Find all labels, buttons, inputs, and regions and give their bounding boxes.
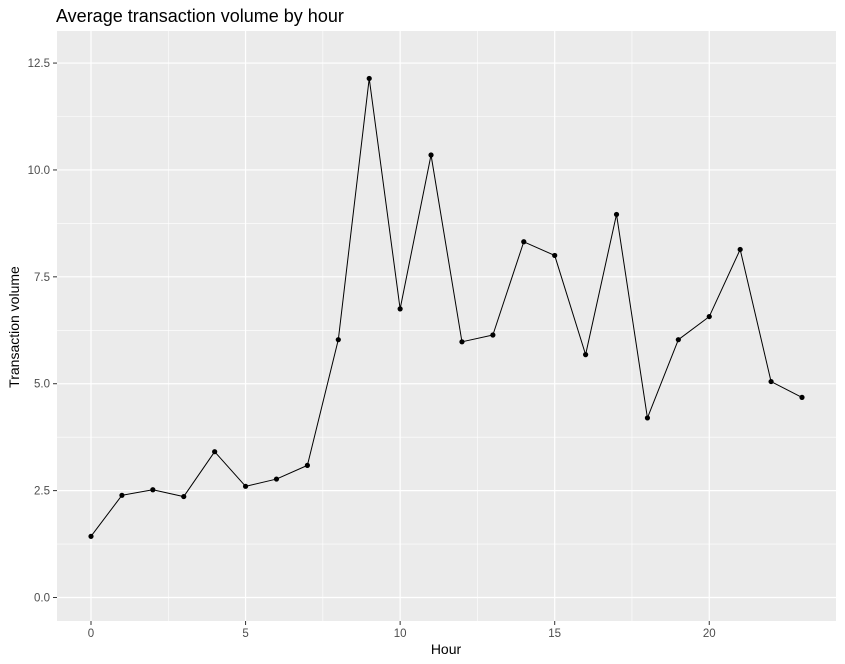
data-point [799,394,805,400]
plot-panel [57,31,836,621]
y-axis-title: Transaction volume [6,266,22,388]
data-point [459,339,465,345]
y-tick-label: 0.0 [34,592,50,604]
x-tick-label: 20 [703,628,716,640]
data-point [88,533,94,539]
data-point [583,352,589,358]
data-point [768,378,774,385]
x-tick-label: 0 [88,628,94,640]
data-point [397,306,403,312]
data-point [335,337,341,343]
data-point [242,483,249,489]
data-point [304,462,310,468]
chart-title: Average transaction volume by hour [56,6,344,26]
data-point [119,492,125,498]
minor-gridlines [57,31,836,621]
data-point [366,75,372,82]
x-axis-title: Hour [431,641,462,657]
y-tick-label: 5.0 [34,379,50,391]
data-point [644,415,651,421]
series-layer [88,75,805,539]
y-tick-label: 12.5 [28,58,50,70]
data-point [150,487,156,493]
x-axis: 0 5 10 15 20 [88,621,716,640]
data-point [613,211,620,218]
data-point [706,313,712,320]
y-axis: 0.0 2.5 5.0 7.5 10.0 12.5 [28,58,57,604]
data-point [490,332,496,338]
y-tick-label: 2.5 [34,486,50,498]
data-point [181,493,187,500]
y-tick-label: 7.5 [34,272,50,284]
data-point [428,152,434,158]
major-gridlines [57,31,836,621]
data-point [212,449,218,455]
data-point [273,476,280,482]
data-point [675,337,681,343]
data-point [552,252,558,259]
data-point [521,239,527,245]
x-tick-label: 15 [548,628,561,640]
x-tick-label: 5 [242,628,248,640]
x-tick-label: 10 [394,628,407,640]
data-point [737,246,743,253]
series-line [90,77,803,537]
y-tick-label: 10.0 [28,165,50,177]
